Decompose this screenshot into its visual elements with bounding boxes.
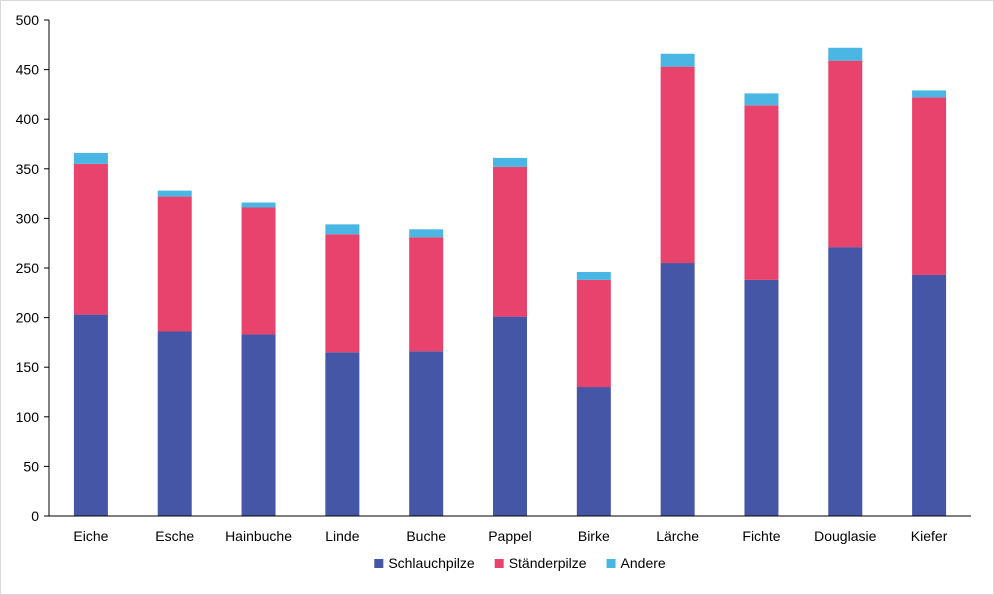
bar-segment-ständerpilze [744, 105, 779, 280]
bar-segment-schlauchpilze [241, 334, 276, 516]
bar-segment-schlauchpilze [912, 274, 947, 516]
legend-label: Ständerpilze [509, 555, 587, 571]
bar-segment-ständerpilze [157, 196, 192, 332]
y-tick-label: 350 [16, 161, 40, 177]
bar-segment-ständerpilze [493, 166, 527, 317]
bar-segment-andere [493, 157, 527, 167]
x-category-label: Kiefer [911, 528, 948, 544]
y-tick-label: 400 [16, 111, 40, 127]
bar-segment-ständerpilze [73, 163, 108, 315]
legend-swatch [606, 559, 616, 568]
bar-segment-andere [73, 152, 108, 164]
bar-segment-andere [744, 93, 779, 106]
bar-segment-ständerpilze [912, 97, 947, 275]
bar-segment-andere [660, 53, 695, 67]
y-tick-label: 250 [16, 260, 40, 276]
legend-label: Andere [621, 555, 666, 571]
x-axis: Eiche Esche Hainbuche Linde Buche Pappel Birke… [49, 515, 971, 544]
y-axis: 0 50 100 150 200 250 300 350 400 450 500 [16, 12, 50, 524]
bar-segment-ständerpilze [660, 66, 695, 264]
bar-segment-andere [241, 202, 276, 208]
bar-segment-andere [409, 229, 444, 238]
legend: Schlauchpilze Ständerpilze Andere [374, 555, 666, 571]
y-tick-label: 300 [16, 210, 40, 226]
bar-segment-schlauchpilze [325, 352, 360, 516]
y-tick-label: 450 [16, 62, 40, 78]
y-tick-label: 500 [16, 12, 40, 28]
legend-swatch [374, 559, 384, 568]
y-tick-label: 0 [31, 508, 39, 524]
bar-segment-schlauchpilze [744, 279, 779, 516]
bar-segment-schlauchpilze [828, 247, 863, 516]
bar-segment-ständerpilze [325, 234, 360, 353]
y-tick-label: 100 [16, 409, 40, 425]
bar-segment-schlauchpilze [576, 387, 611, 516]
x-category-label: Fichte [742, 528, 780, 544]
bar-segment-ständerpilze [241, 207, 276, 335]
x-category-label: Eiche [73, 528, 108, 544]
bar-segment-andere [912, 90, 947, 98]
bar-segment-andere [576, 271, 611, 280]
x-category-label: Pappel [488, 528, 532, 544]
bar-segment-schlauchpilze [409, 351, 444, 516]
x-category-label: Lärche [656, 528, 699, 544]
x-category-label: Hainbuche [225, 528, 292, 544]
y-tick-label: 50 [23, 458, 39, 474]
bar-segment-ständerpilze [828, 60, 863, 248]
bar-segment-andere [157, 190, 192, 197]
bar-segment-ständerpilze [576, 279, 611, 388]
bar-segment-andere [828, 47, 863, 61]
legend-label: Schlauchpilze [388, 555, 475, 571]
bar-segment-schlauchpilze [660, 263, 695, 516]
bar-segment-ständerpilze [409, 237, 444, 352]
bars [73, 47, 947, 516]
x-category-label: Linde [325, 528, 359, 544]
x-category-label: Douglasie [814, 528, 876, 544]
x-category-label: Esche [155, 528, 194, 544]
y-tick-label: 200 [16, 310, 40, 326]
x-category-label: Birke [578, 528, 610, 544]
bar-segment-andere [325, 224, 360, 235]
bar-segment-schlauchpilze [73, 314, 108, 516]
x-category-label: Buche [406, 528, 446, 544]
bar-segment-schlauchpilze [157, 331, 192, 516]
legend-swatch [494, 559, 504, 568]
bar-segment-schlauchpilze [493, 316, 527, 516]
y-tick-label: 150 [16, 359, 40, 375]
